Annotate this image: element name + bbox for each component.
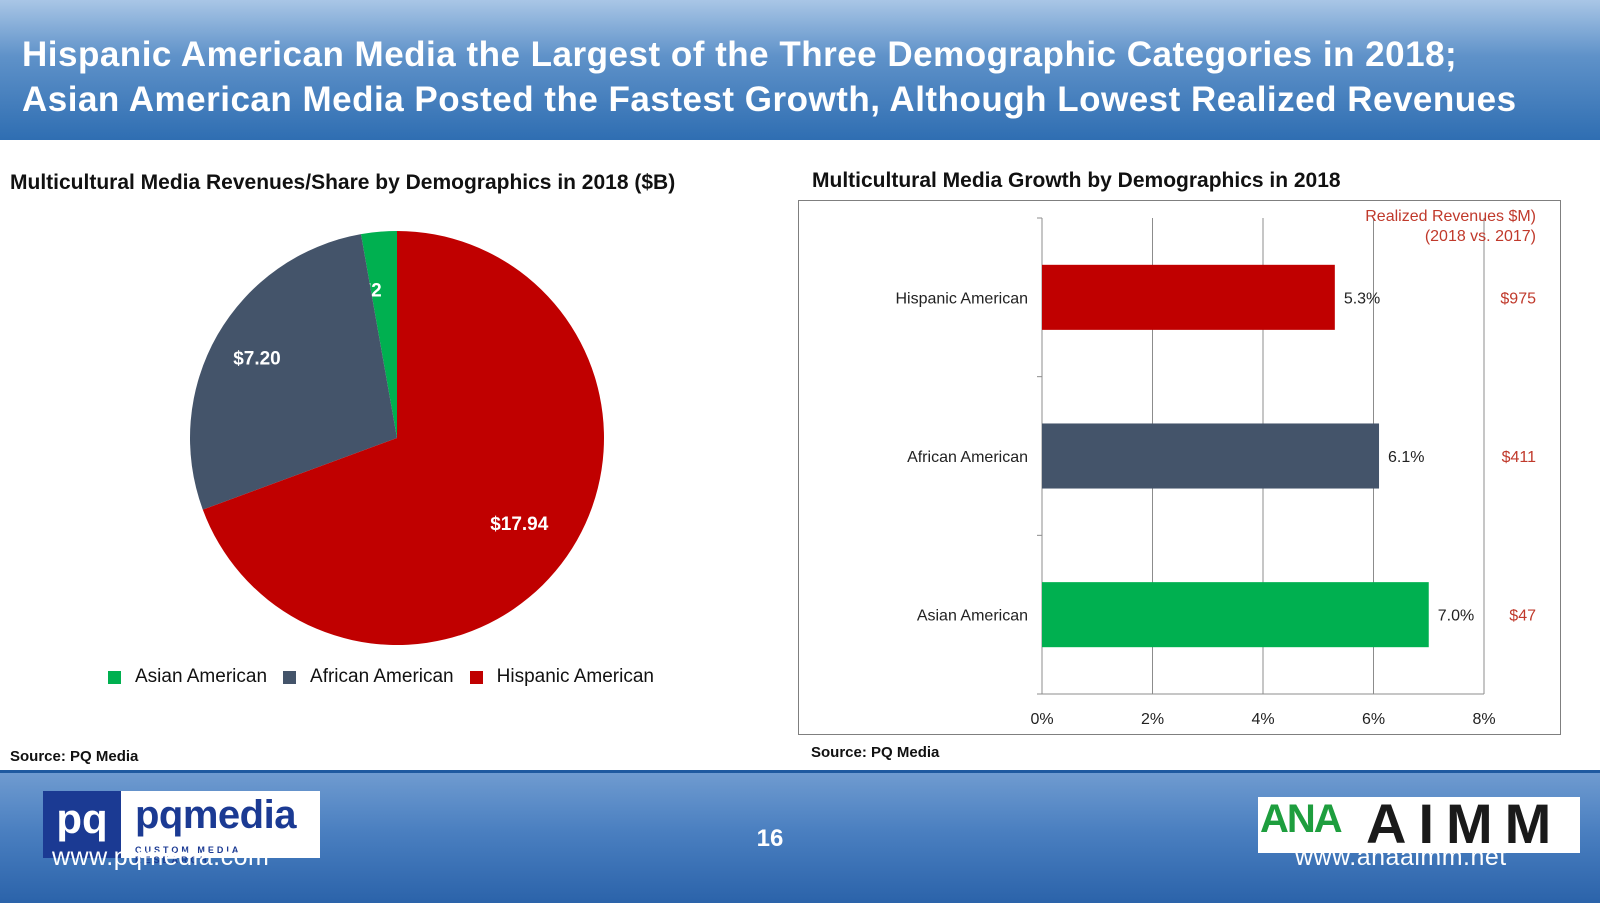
pq-logo-tagline: CUSTOM MEDIA RESEARCH <box>135 845 242 865</box>
revenue-annotation-african: $411 <box>1502 449 1537 466</box>
footer-banner: pq pqmedia CUSTOM MEDIA RESEARCH www.pqm… <box>0 770 1600 903</box>
revenue-annotation-asian: $47 <box>1509 608 1536 625</box>
x-tick-label: 0% <box>1030 711 1053 728</box>
bar-chart: 0% 2% 4% 6% 8% Realized Revenues $M) (2018 vs.… <box>896 208 1537 728</box>
page-title: Hispanic American Media the Largest of t… <box>22 32 1580 122</box>
bar-asian <box>1042 582 1429 648</box>
category-label-asian: Asian American <box>917 608 1028 625</box>
revenue-annotation-hispanic: $975 <box>1500 290 1536 307</box>
x-tick-label: 4% <box>1251 711 1274 728</box>
pie-chart: $0.72$7.20$17.94 <box>189 231 605 645</box>
bar-value-label-hispanic: 5.3% <box>1344 290 1380 307</box>
pie-slice-african <box>189 234 397 510</box>
pqmedia-url[interactable]: www.pqmedia.com <box>52 843 270 871</box>
bar-chart-title: Multicultural Media Growth by Demographi… <box>812 169 1341 192</box>
legend-swatch-hispanic <box>469 670 483 684</box>
pie-label-african: $7.20 <box>233 349 281 370</box>
header-banner: Hispanic American Media the Largest of t… <box>0 0 1600 140</box>
aimm-logo-word: AIMM <box>1366 792 1564 855</box>
bar-source: Source: PQ Media <box>811 744 940 761</box>
legend-swatch-asian <box>108 670 121 684</box>
legend-label-asian: Asian American <box>135 666 268 687</box>
pie-legend: Asian American African American Hispanic… <box>108 666 670 688</box>
pie-label-hispanic: $17.94 <box>490 514 549 535</box>
legend-item-hispanic: Hispanic American <box>469 666 654 688</box>
pie-slice-asian <box>360 231 397 438</box>
legend-item-african: African American <box>283 666 454 688</box>
ana-aimm-logo: ANA AIMM <box>1258 792 1580 855</box>
category-label-african: African American <box>907 449 1028 466</box>
annotation-header-line-2: (2018 vs. 2017) <box>1425 228 1536 245</box>
pie-source: Source: PQ Media <box>10 748 139 765</box>
page-title-line-1: Hispanic American Media the Largest of t… <box>22 35 1458 74</box>
x-tick-label: 6% <box>1362 711 1385 728</box>
legend-swatch-african <box>283 670 297 684</box>
pq-logo-mark: pq <box>43 791 121 858</box>
page-title-line-2: Asian American Media Posted the Fastest … <box>22 80 1517 119</box>
ana-logo-mark: ANA <box>1260 797 1343 841</box>
legend-label-hispanic: Hispanic American <box>496 666 654 687</box>
bar-value-label-asian: 7.0% <box>1438 608 1474 625</box>
legend-label-african: African American <box>310 666 454 687</box>
category-label-hispanic: Hispanic American <box>896 290 1029 307</box>
x-tick-label: 8% <box>1472 711 1495 728</box>
pie-slice-hispanic <box>202 231 605 645</box>
pie-chart-title: Multicultural Media Revenues/Share by De… <box>10 171 676 194</box>
x-tick-label: 2% <box>1141 711 1164 728</box>
bar-value-label-african: 6.1% <box>1388 449 1424 466</box>
bar-chart-frame: 0% 2% 4% 6% 8% Realized Revenues $M) (2018 vs.… <box>798 200 1561 735</box>
pqmedia-logo: pq pqmedia CUSTOM MEDIA RESEARCH <box>43 791 320 865</box>
bar-hispanic <box>1042 264 1335 330</box>
anaaimm-url[interactable]: www.anaaimm.net <box>1295 843 1507 871</box>
page-number: 16 <box>756 825 784 852</box>
pq-logo-word: pqmedia <box>135 793 296 837</box>
legend-item-asian: Asian American <box>108 666 267 688</box>
bar-african <box>1042 423 1380 489</box>
annotation-header-line-1: Realized Revenues $M) <box>1365 208 1536 225</box>
